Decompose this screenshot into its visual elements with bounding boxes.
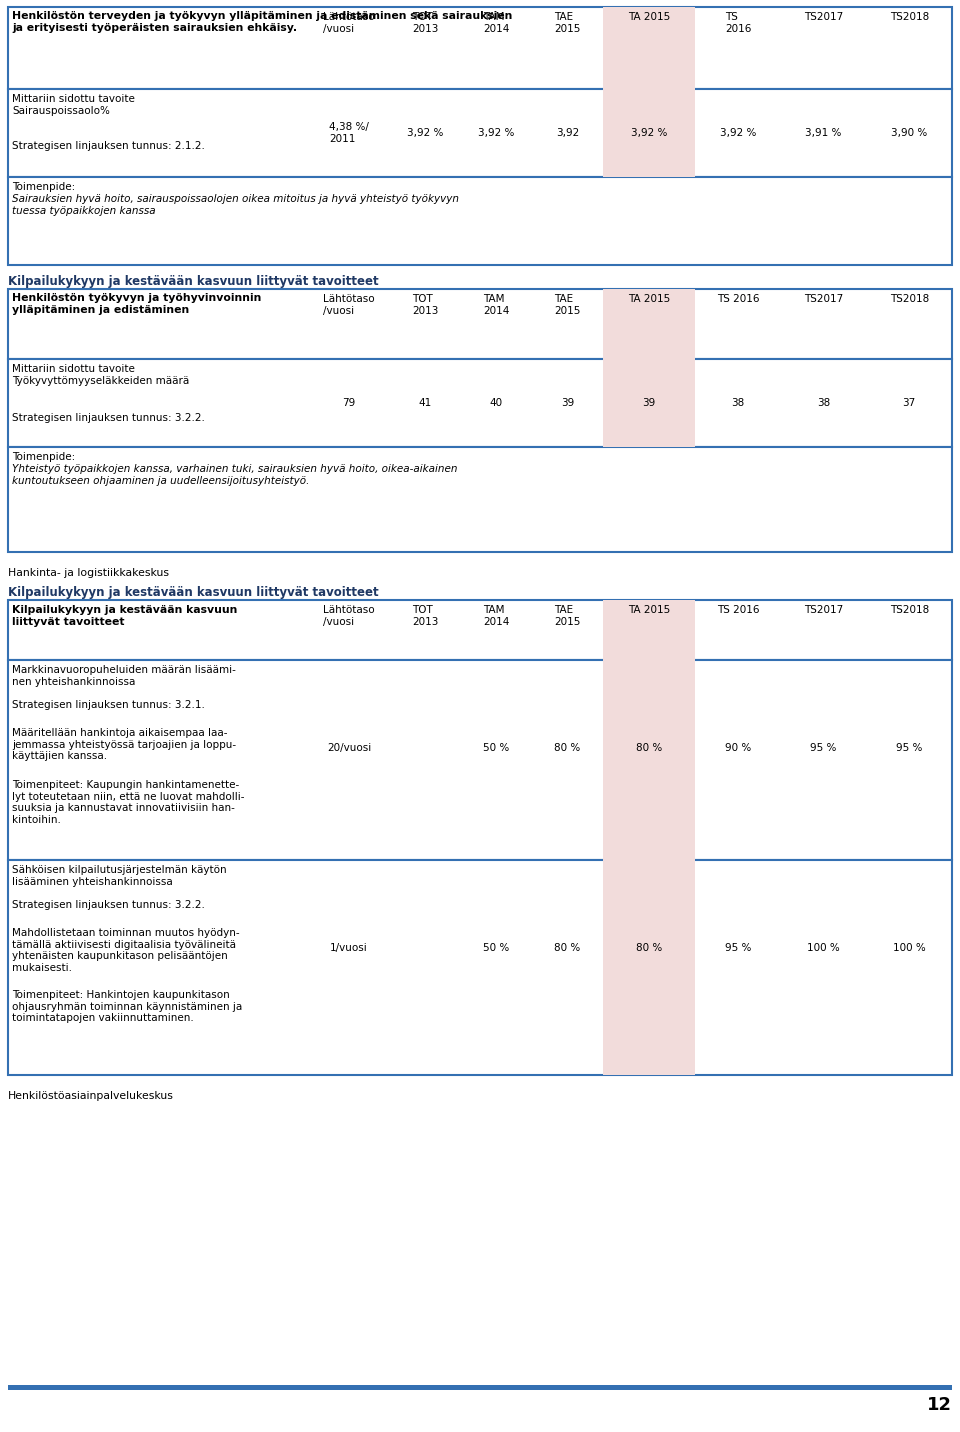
Text: 39: 39 [642, 398, 656, 408]
Text: 3,92 %: 3,92 % [407, 127, 444, 137]
Text: Mittariin sidottu tavoite
Sairauspoissaolo%: Mittariin sidottu tavoite Sairauspoissao… [12, 95, 134, 116]
Text: Markkinavuoropuheluiden määrän lisäämi-
nen yhteishankinnoissa

Strategisen linj: Markkinavuoropuheluiden määrän lisäämi- … [12, 664, 236, 710]
Text: TS2018: TS2018 [890, 294, 929, 304]
Text: TA 2015: TA 2015 [628, 294, 670, 304]
Text: TS2018: TS2018 [890, 604, 929, 614]
Text: 3,92 %: 3,92 % [478, 127, 515, 137]
Text: Henkilöstön työkyvyn ja työhyvinvoinnin
ylläpitäminen ja edistäminen: Henkilöstön työkyvyn ja työhyvinvoinnin … [12, 294, 261, 315]
Text: TA 2015: TA 2015 [628, 11, 670, 21]
Bar [603, 89, 695, 178]
Bar [8, 861, 952, 1075]
Text: 100 %: 100 % [893, 944, 925, 954]
Bar [8, 89, 952, 178]
Text: TAE
2015: TAE 2015 [554, 604, 581, 627]
Text: 80 %: 80 % [555, 944, 581, 954]
Text: 95 %: 95 % [725, 944, 752, 954]
Text: TA 2015: TA 2015 [628, 604, 670, 614]
Text: Lähtötaso
/vuosi: Lähtötaso /vuosi [324, 11, 374, 33]
Text: 38: 38 [817, 398, 830, 408]
Text: TAE
2015: TAE 2015 [554, 294, 581, 315]
Text: TS 2016: TS 2016 [717, 604, 759, 614]
Text: 50 %: 50 % [483, 944, 510, 954]
Text: Hankinta- ja logistiikkakeskus: Hankinta- ja logistiikkakeskus [8, 569, 169, 579]
Text: 12: 12 [927, 1396, 952, 1413]
Bar [8, 447, 952, 551]
Bar [603, 660, 695, 861]
Text: 3,91 %: 3,91 % [805, 127, 842, 137]
Text: 41: 41 [419, 398, 432, 408]
Bar [8, 289, 952, 359]
Text: 80 %: 80 % [636, 743, 662, 753]
Text: 79: 79 [343, 398, 355, 408]
Text: 1/vuosi: 1/vuosi [330, 944, 368, 954]
Bar [603, 600, 695, 660]
Text: 50 %: 50 % [483, 743, 510, 753]
Text: TOT
2013: TOT 2013 [412, 11, 439, 33]
Text: TS2017: TS2017 [804, 11, 843, 21]
Text: Strategisen linjauksen tunnus: 3.2.2.: Strategisen linjauksen tunnus: 3.2.2. [12, 412, 204, 422]
Text: Yhteistyö työpaikkojen kanssa, varhainen tuki, sairauksien hyvä hoito, oikea-aik: Yhteistyö työpaikkojen kanssa, varhainen… [12, 464, 458, 485]
Text: 4,38 %/
2011: 4,38 %/ 2011 [329, 122, 369, 143]
Bar [8, 660, 952, 861]
Text: 37: 37 [902, 398, 916, 408]
Text: Kilpailukykyyn ja kestävään kasvuun
liittyvät tavoitteet: Kilpailukykyyn ja kestävään kasvuun liit… [12, 604, 237, 627]
Text: Toimenpide:: Toimenpide: [12, 453, 75, 463]
Text: TS 2016: TS 2016 [717, 294, 759, 304]
Text: TS2017: TS2017 [804, 604, 843, 614]
Text: Kilpailukykyyn ja kestävään kasvuun liittyvät tavoitteet: Kilpailukykyyn ja kestävään kasvuun liit… [8, 586, 378, 599]
Bar [8, 178, 952, 265]
Bar [603, 7, 695, 89]
Text: 95 %: 95 % [810, 743, 837, 753]
Text: TS2017: TS2017 [804, 294, 843, 304]
Text: Mittariin sidottu tavoite
Työkyvyttömyyseläkkeiden määrä: Mittariin sidottu tavoite Työkyvyttömyys… [12, 364, 189, 385]
Text: TS
2016: TS 2016 [725, 11, 752, 33]
Text: Määritellään hankintoja aikaisempaa laa-
jemmassa yhteistyössä tarjoajien ja lop: Määritellään hankintoja aikaisempaa laa-… [12, 727, 236, 762]
Text: 80 %: 80 % [636, 944, 662, 954]
Text: TS2018: TS2018 [890, 11, 929, 21]
Bar [8, 1385, 952, 1390]
Text: TAM
2014: TAM 2014 [483, 604, 510, 627]
Text: Strategisen linjauksen tunnus: 2.1.2.: Strategisen linjauksen tunnus: 2.1.2. [12, 140, 204, 150]
Text: 3,92 %: 3,92 % [631, 127, 667, 137]
Text: Kilpailukykyyn ja kestävään kasvuun liittyvät tavoitteet: Kilpailukykyyn ja kestävään kasvuun liit… [8, 275, 378, 288]
Bar [603, 359, 695, 447]
Text: Sairauksien hyvä hoito, sairauspoissaolojen oikea mitoitus ja hyvä yhteistyö työ: Sairauksien hyvä hoito, sairauspoissaolo… [12, 193, 459, 216]
Text: 3,90 %: 3,90 % [891, 127, 927, 137]
Bar [603, 289, 695, 359]
Text: Lähtötaso
/vuosi: Lähtötaso /vuosi [324, 294, 374, 315]
Text: 38: 38 [732, 398, 745, 408]
Text: Mahdollistetaan toiminnan muutos hyödyn-
tämällä aktiivisesti digitaalisia työvä: Mahdollistetaan toiminnan muutos hyödyn-… [12, 928, 240, 972]
Bar [8, 600, 952, 660]
Text: 80 %: 80 % [555, 743, 581, 753]
Bar [603, 861, 695, 1075]
Text: 90 %: 90 % [725, 743, 751, 753]
Text: TOT
2013: TOT 2013 [412, 604, 439, 627]
Text: 3,92: 3,92 [556, 127, 579, 137]
Text: TAM
2014: TAM 2014 [483, 294, 510, 315]
Text: 3,92 %: 3,92 % [720, 127, 756, 137]
Text: TOT
2013: TOT 2013 [412, 294, 439, 315]
Text: TAE
2015: TAE 2015 [554, 11, 581, 33]
Text: 39: 39 [561, 398, 574, 408]
Text: Henkilöstön terveyden ja työkyvyn ylläpitäminen ja edistäminen sekä sairauksien
: Henkilöstön terveyden ja työkyvyn ylläpi… [12, 11, 513, 33]
Text: Toimenpide:: Toimenpide: [12, 182, 75, 192]
Bar [8, 7, 952, 89]
Text: Lähtötaso
/vuosi: Lähtötaso /vuosi [324, 604, 374, 627]
Text: TAM
2014: TAM 2014 [483, 11, 510, 33]
Text: 40: 40 [490, 398, 503, 408]
Bar [8, 359, 952, 447]
Text: Sähköisen kilpailutusjärjestelmän käytön
lisääminen yhteishankinnoissa

Strategi: Sähköisen kilpailutusjärjestelmän käytön… [12, 865, 227, 909]
Text: Henkilöstöasiainpalvelukeskus: Henkilöstöasiainpalvelukeskus [8, 1091, 174, 1101]
Text: Toimenpiteet: Kaupungin hankintamenette-
lyt toteutetaan niin, että ne luovat ma: Toimenpiteet: Kaupungin hankintamenette-… [12, 780, 245, 825]
Text: 100 %: 100 % [807, 944, 840, 954]
Text: Toimenpiteet: Hankintojen kaupunkitason
ohjausryhmän toiminnan käynnistäminen ja: Toimenpiteet: Hankintojen kaupunkitason … [12, 990, 242, 1024]
Text: 95 %: 95 % [896, 743, 923, 753]
Text: 20/vuosi: 20/vuosi [326, 743, 372, 753]
